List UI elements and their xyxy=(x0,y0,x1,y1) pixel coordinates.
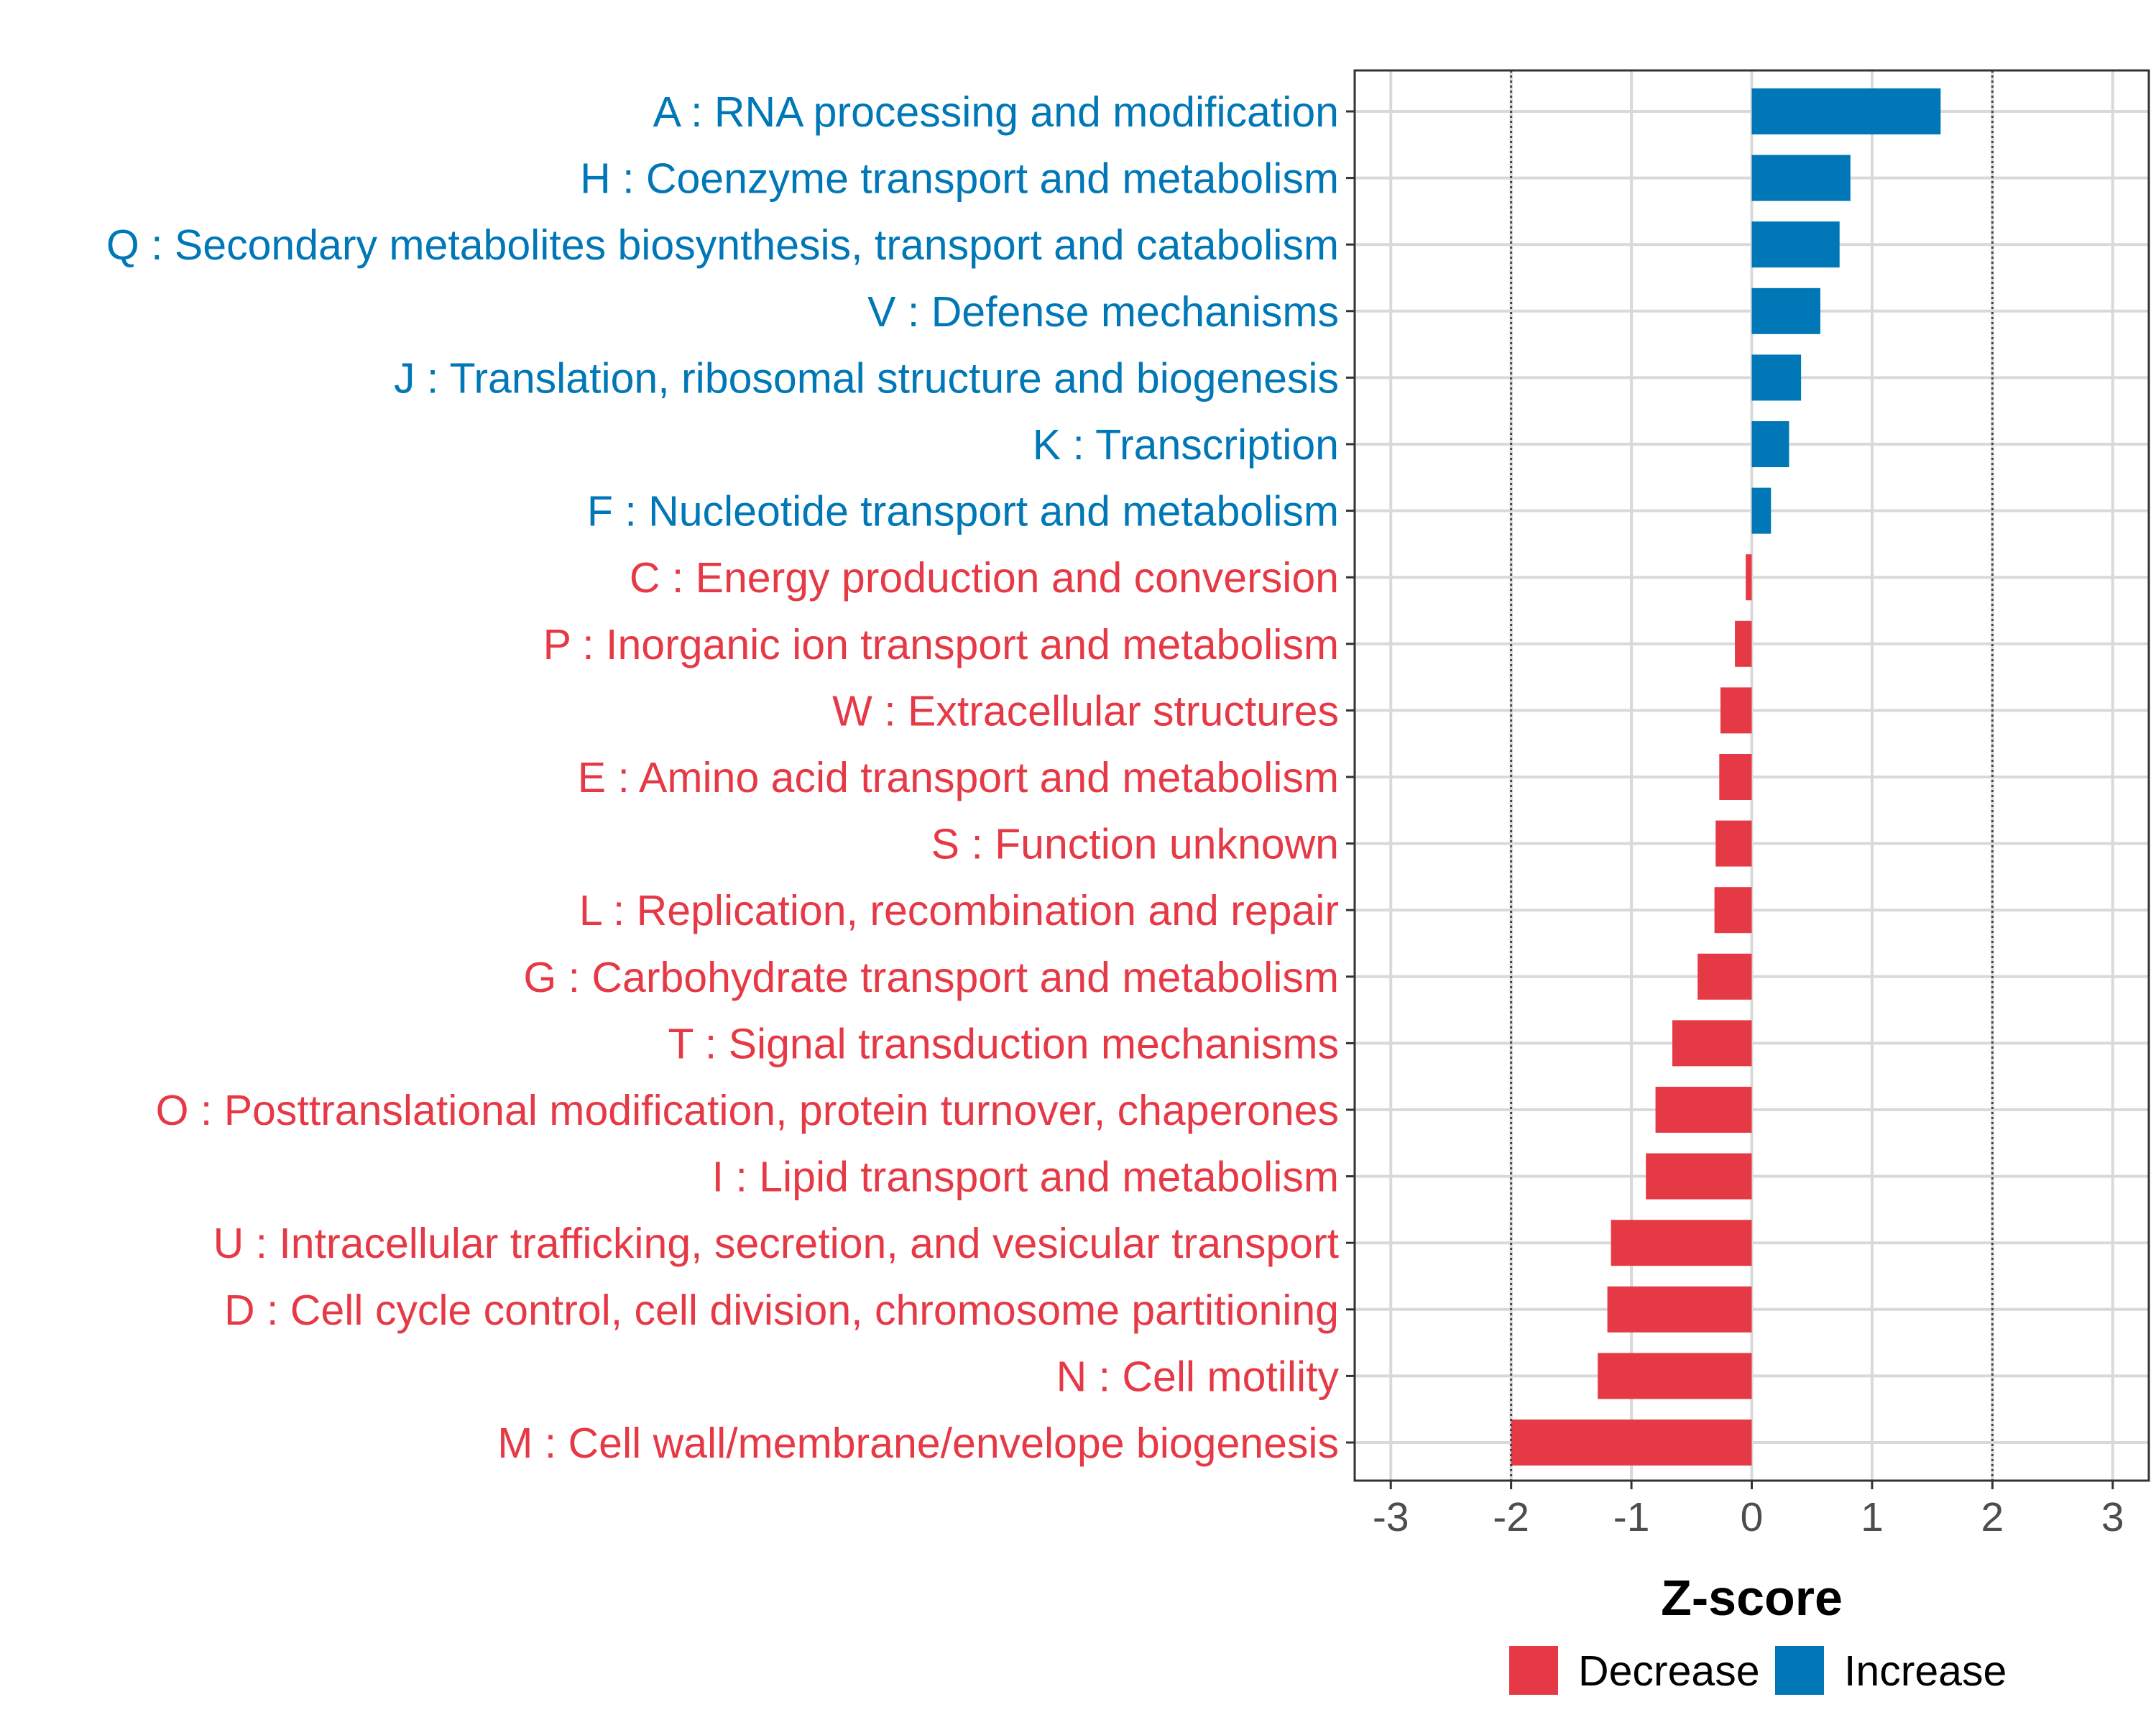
x-tick-label: 0 xyxy=(1741,1494,1764,1540)
x-tick-labels: -3 -2 -1 0 1 2 3 xyxy=(1373,1494,2124,1540)
bar xyxy=(1714,887,1752,934)
x-tick-label: 1 xyxy=(1861,1494,1884,1540)
legend-label-decrease: Decrease xyxy=(1578,1647,1760,1695)
category-label: W : Extracellular structures xyxy=(832,687,1339,735)
category-label: I : Lipid transport and metabolism xyxy=(712,1154,1339,1201)
category-label: O : Posttranslational modification, prot… xyxy=(156,1087,1339,1134)
bar xyxy=(1607,1286,1752,1333)
x-tick-label: -2 xyxy=(1493,1494,1529,1540)
legend-swatch-increase xyxy=(1775,1646,1824,1695)
bar xyxy=(1751,221,1840,268)
bar xyxy=(1751,155,1851,201)
bar xyxy=(1719,754,1752,800)
category-label: P : Inorganic ion transport and metaboli… xyxy=(543,621,1339,668)
bar xyxy=(1751,487,1772,534)
category-label: U : Intracellular trafficking, secretion… xyxy=(213,1220,1339,1267)
reference-lines xyxy=(1510,70,1994,1481)
category-label: N : Cell motility xyxy=(1056,1353,1340,1400)
bar xyxy=(1751,88,1941,134)
category-labels: A : RNA processing and modification H : C… xyxy=(106,88,1340,1467)
category-label: C : Energy production and conversion xyxy=(630,554,1339,602)
category-label: G : Carbohydrate transport and metabolis… xyxy=(523,954,1339,1001)
bar xyxy=(1751,354,1802,401)
x-tick-label: -1 xyxy=(1613,1494,1650,1540)
x-tick-label: 3 xyxy=(2101,1494,2124,1540)
category-label: J : Translation, ribosomal structure and… xyxy=(394,354,1339,402)
bar xyxy=(1646,1153,1752,1200)
x-axis-title: Z-score xyxy=(1661,1570,1843,1626)
bar xyxy=(1611,1220,1752,1266)
category-label: S : Function unknown xyxy=(931,821,1339,868)
bars xyxy=(1511,88,1941,1466)
category-label: K : Transcription xyxy=(1033,421,1339,469)
category-label: E : Amino acid transport and metabolism xyxy=(578,754,1339,801)
x-tick-label: 2 xyxy=(1981,1494,2004,1540)
bar xyxy=(1751,421,1789,467)
bar xyxy=(1511,1420,1752,1466)
category-label: H : Coenzyme transport and metabolism xyxy=(580,155,1339,203)
legend-swatch-decrease xyxy=(1509,1646,1558,1695)
bar xyxy=(1720,687,1752,734)
category-label: V : Defense mechanisms xyxy=(867,288,1339,336)
category-label: F : Nucleotide transport and metabolism xyxy=(587,488,1339,535)
category-label: M : Cell wall/membrane/envelope biogenes… xyxy=(497,1420,1339,1467)
axis-ticks xyxy=(1346,110,2114,1489)
category-label: A : RNA processing and modification xyxy=(653,88,1339,136)
bar xyxy=(1672,1020,1752,1067)
category-label: T : Signal transduction mechanisms xyxy=(668,1020,1339,1067)
category-label: L : Replication, recombination and repai… xyxy=(579,887,1339,934)
bar xyxy=(1715,820,1752,867)
legend-label-increase: Increase xyxy=(1844,1647,2007,1695)
bar xyxy=(1746,554,1752,601)
category-label: Q : Secondary metabolites biosynthesis, … xyxy=(106,221,1339,269)
bar xyxy=(1697,953,1752,1000)
legend: Decrease Increase xyxy=(1509,1646,2007,1695)
x-tick-label: -3 xyxy=(1373,1494,1409,1540)
bar xyxy=(1751,288,1820,334)
bar xyxy=(1655,1087,1752,1133)
bar xyxy=(1735,620,1752,667)
bar xyxy=(1598,1353,1752,1399)
category-label: D : Cell cycle control, cell division, c… xyxy=(224,1287,1339,1334)
